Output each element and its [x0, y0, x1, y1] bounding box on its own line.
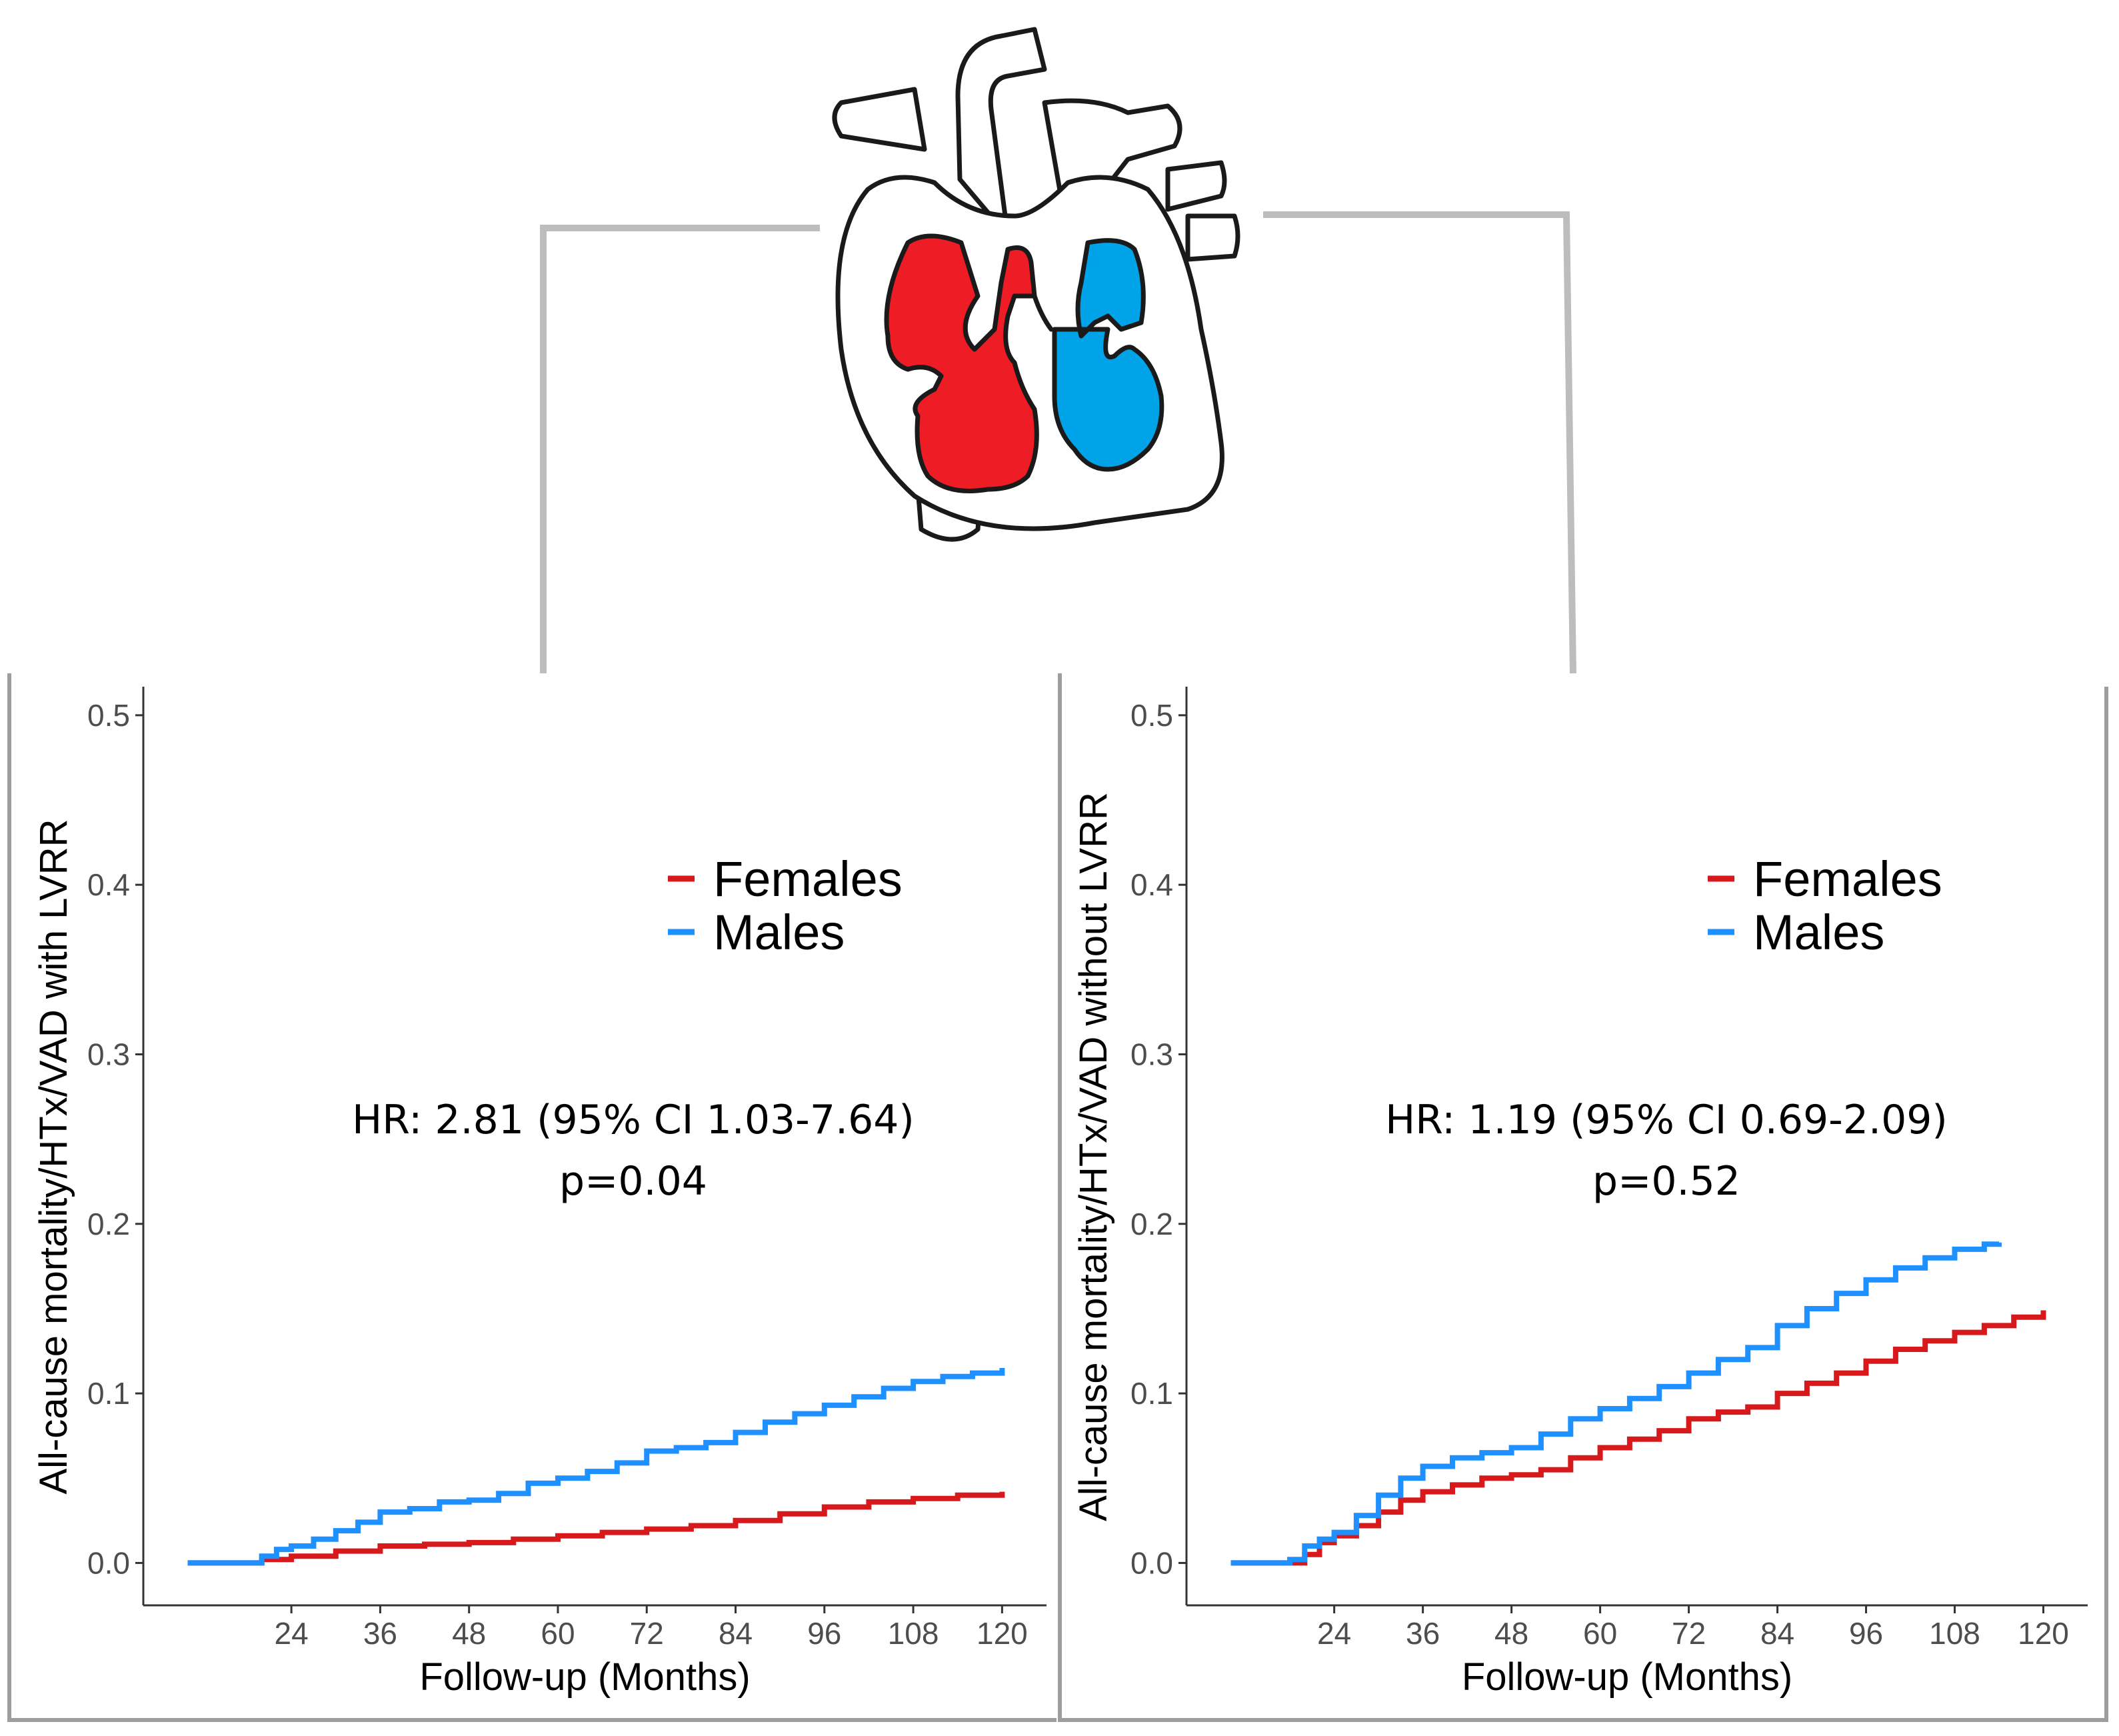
y-tick-label: 0.2 — [87, 1207, 130, 1241]
heart-left-chambers — [1052, 238, 1164, 472]
heart-septum — [1032, 293, 1054, 332]
x-tick-label: 60 — [541, 1616, 575, 1651]
x-tick-label: 120 — [2018, 1616, 2069, 1651]
p-value-text: p=0.04 — [559, 1158, 707, 1205]
panel-frames — [7, 673, 2108, 1722]
heart-pulmonary-veins — [1165, 160, 1240, 262]
legend-label-males: Males — [713, 905, 845, 960]
x-tick-label: 60 — [1583, 1616, 1617, 1651]
y-tick-label: 0.3 — [87, 1037, 130, 1071]
x-tick-label: 24 — [275, 1616, 309, 1651]
y-tick-label: 0.0 — [1130, 1545, 1173, 1580]
connector-left — [540, 225, 820, 673]
legend-label-males: Males — [1753, 905, 1884, 960]
heart-right-chambers — [884, 233, 1039, 493]
connector-right — [1263, 211, 1576, 674]
y-tick-label: 0.0 — [87, 1545, 130, 1580]
series-line-males — [187, 1368, 1005, 1566]
y-axis-title: All-cause mortality/HTx/VAD with LVRR — [32, 819, 75, 1494]
y-tick-label: 0.4 — [1130, 867, 1173, 902]
series-line-females — [187, 1491, 1005, 1566]
x-tick-label: 96 — [807, 1616, 841, 1651]
series-line-females — [1230, 1310, 2046, 1566]
x-tick-label: 36 — [363, 1616, 397, 1651]
hazard-ratio-text: HR: 1.19 (95% CI 0.69-2.09) — [1385, 1097, 1948, 1143]
x-tick-label: 84 — [1760, 1616, 1794, 1651]
y-axis-title: All-cause mortality/HTx/VAD without LVRR — [1072, 792, 1115, 1521]
heart-aorta — [955, 27, 1047, 239]
x-tick-label: 108 — [1929, 1616, 1980, 1651]
y-tick-label: 0.1 — [87, 1376, 130, 1411]
x-tick-label: 84 — [719, 1616, 753, 1651]
panel-right-frame — [1058, 673, 2108, 1722]
series-line-males — [1230, 1241, 2002, 1566]
y-tick-label: 0.5 — [87, 698, 130, 733]
chart-panel-without-lvrr: 0.0 0.1 0.2 0.3 0.4 0.5 24 36 48 60 72 84 96 108 120 Fo… — [1072, 687, 2088, 1699]
y-tick-label: 0.4 — [87, 867, 130, 902]
y-tick-label: 0.5 — [1130, 698, 1173, 733]
x-tick-label: 24 — [1317, 1616, 1351, 1651]
x-tick-label: 36 — [1406, 1616, 1440, 1651]
x-tick-label: 48 — [452, 1616, 486, 1651]
y-tick-label: 0.2 — [1130, 1207, 1173, 1241]
x-tick-label: 72 — [1672, 1616, 1706, 1651]
panel-left-frame — [7, 673, 1057, 1722]
legend-label-females: Females — [713, 851, 903, 907]
x-tick-label: 48 — [1494, 1616, 1528, 1651]
p-value-text: p=0.52 — [1592, 1158, 1740, 1205]
heart-icon — [832, 27, 1240, 542]
x-tick-label: 96 — [1849, 1616, 1883, 1651]
heart-svc — [832, 87, 927, 152]
x-tick-label: 120 — [977, 1616, 1028, 1651]
legend-label-females: Females — [1753, 851, 1942, 907]
x-tick-label: 72 — [630, 1616, 664, 1651]
x-axis-title: Follow-up (Months) — [1462, 1655, 1792, 1699]
x-tick-label: 108 — [888, 1616, 939, 1651]
chart-panel-with-lvrr: 0.0 0.1 0.2 0.3 0.4 0.5 24 36 48 60 72 84 96 108 120 Fo… — [32, 687, 1047, 1699]
y-tick-label: 0.1 — [1130, 1376, 1173, 1411]
y-tick-label: 0.3 — [1130, 1037, 1173, 1071]
hazard-ratio-text: HR: 2.81 (95% CI 1.03-7.64) — [352, 1097, 915, 1143]
x-axis-title: Follow-up (Months) — [419, 1655, 750, 1699]
connector-lines — [540, 211, 1576, 674]
